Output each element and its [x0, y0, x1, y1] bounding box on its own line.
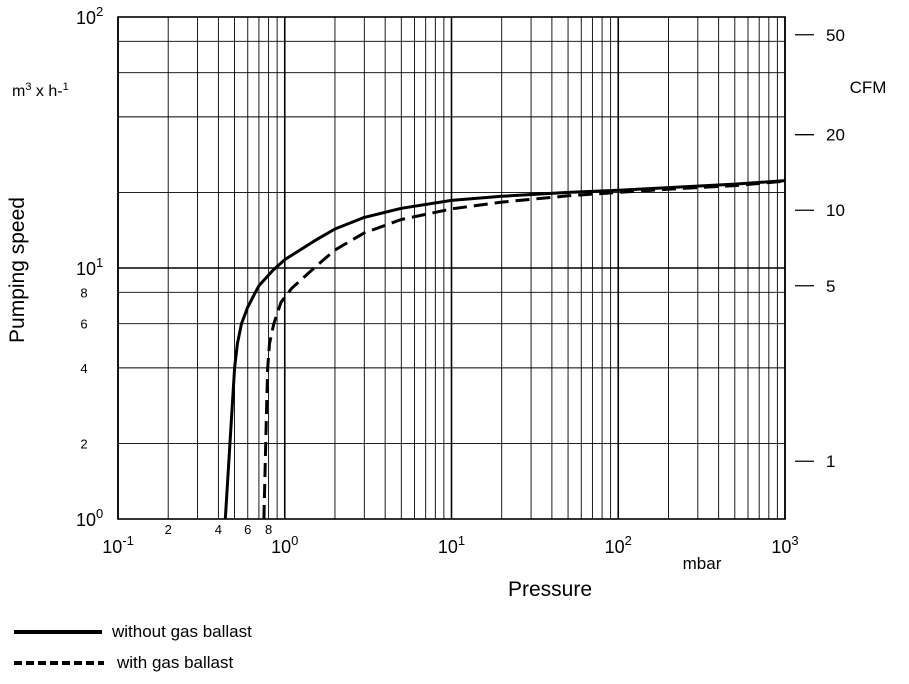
y-major-tick-label: 100	[76, 506, 103, 530]
x-minor-tick-label: 6	[244, 522, 251, 537]
y2-axis-unit: CFM	[850, 78, 887, 97]
y-major-tick-label: 101	[76, 255, 103, 279]
y-minor-tick-label: 2	[80, 436, 87, 451]
curves	[223, 179, 786, 520]
axes	[117, 16, 814, 520]
y-minor-tick-label: 6	[80, 317, 87, 332]
series-line-without-gas-ballast	[223, 179, 786, 520]
y2-tick-label: 50	[826, 26, 845, 45]
series-line-with-gas-ballast	[262, 179, 786, 520]
legend: without gas ballast with gas ballast	[14, 622, 252, 672]
grid	[117, 17, 786, 519]
y-minor-tick-label: 8	[80, 285, 87, 300]
x-major-tick-label: 102	[605, 533, 632, 557]
y-axis-unit: m3 x h-1	[12, 81, 69, 100]
x-minor-tick-label: 8	[265, 522, 272, 537]
x-axis-unit: mbar	[683, 554, 722, 573]
y2-tick-label: 20	[826, 126, 845, 145]
y-minor-tick-label: 4	[80, 361, 87, 376]
y2-tick-label: 10	[826, 201, 845, 220]
y2-tick-label: 5	[826, 277, 835, 296]
y-major-tick-label: 102	[76, 4, 103, 28]
plot-frame	[117, 16, 786, 520]
x-minor-tick-label: 2	[165, 522, 172, 537]
y-axis-title: Pumping speed	[6, 197, 29, 343]
x-minor-tick-label: 4	[215, 522, 222, 537]
legend-label-without-gas-ballast: without gas ballast	[111, 622, 252, 641]
x-major-tick-label: 101	[438, 533, 465, 557]
legend-label-with-gas-ballast: with gas ballast	[116, 653, 234, 672]
x-major-tick-label: 10-1	[102, 533, 134, 557]
x-major-tick-label: 100	[271, 533, 298, 557]
y2-tick-label: 1	[826, 452, 835, 471]
x-major-tick-label: 103	[771, 533, 798, 557]
x-axis-title: Pressure	[508, 578, 592, 601]
